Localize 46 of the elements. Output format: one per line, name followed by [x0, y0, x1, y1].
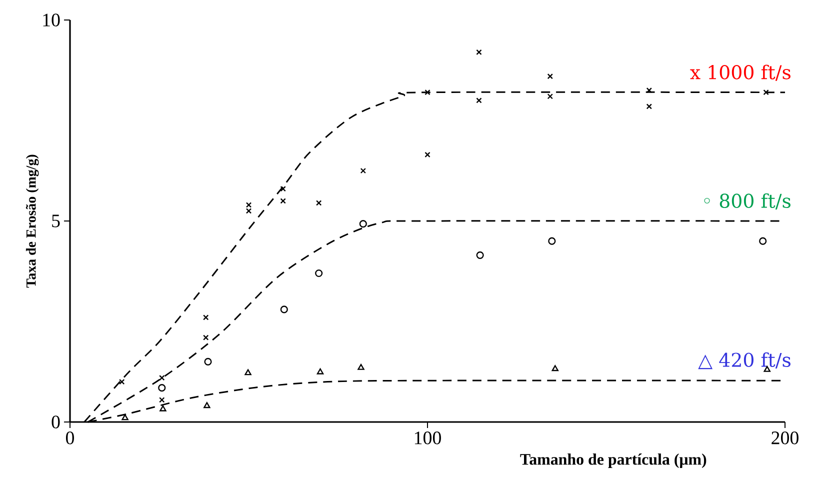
x-axis-title: Tamanho de partícula (μm) [520, 454, 706, 468]
point [316, 368, 324, 374]
point [424, 90, 430, 96]
point [763, 90, 769, 96]
point [204, 358, 212, 366]
text: ◦ 800 ft/s [704, 193, 790, 210]
x-tick-label: 100 [414, 432, 441, 444]
point [244, 369, 252, 376]
point [160, 405, 166, 412]
point [159, 374, 165, 381]
point [280, 306, 288, 314]
y-tick-label: 10 [43, 14, 60, 26]
point [118, 378, 125, 385]
point [316, 200, 322, 206]
point [203, 314, 209, 320]
point [646, 87, 652, 94]
series-label: △ 420 ft/s [698, 352, 790, 370]
point [646, 104, 652, 110]
point [280, 186, 286, 192]
x-tick-label: 200 [772, 432, 798, 444]
point [280, 198, 286, 204]
point [360, 168, 366, 174]
point [424, 152, 430, 158]
point [122, 414, 128, 420]
point [552, 365, 558, 372]
point [548, 237, 556, 245]
point [547, 73, 553, 80]
point [246, 202, 252, 208]
point [158, 384, 166, 392]
point [547, 94, 553, 100]
point [359, 220, 367, 228]
point [476, 98, 482, 104]
y-tick-label: 5 [52, 214, 60, 228]
series-label: x 1000 ft/s [690, 64, 790, 81]
point [476, 251, 484, 259]
y-axis-title: Taxa de Erosão (mg/g) [26, 154, 39, 288]
point [315, 269, 323, 278]
point [203, 334, 209, 340]
point [358, 364, 364, 370]
point [204, 402, 210, 408]
point [246, 208, 252, 214]
point [476, 49, 482, 56]
point [759, 237, 767, 245]
x-tick-label: 0 [66, 432, 74, 444]
point [159, 397, 165, 403]
y-tick-label: 0 [52, 416, 60, 428]
